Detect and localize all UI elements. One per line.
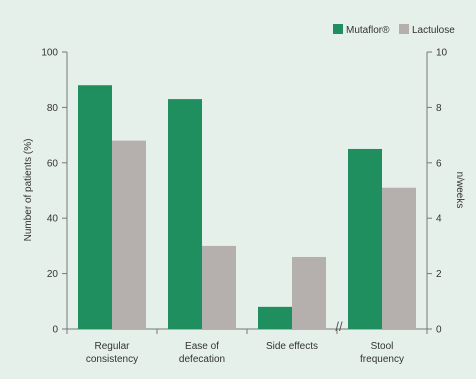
- x-category-label: Side effects: [266, 341, 318, 352]
- x-category-label-line: Side effects: [266, 341, 318, 352]
- bar-lactulose: [112, 140, 146, 329]
- y-left-tick-label: 60: [47, 158, 59, 169]
- y-right-tick-label: 2: [436, 269, 442, 280]
- axis-break-marker: //: [335, 319, 343, 334]
- y-axis-left-label: Number of patients (%): [23, 139, 34, 242]
- y-left-tick-label: 80: [47, 103, 59, 114]
- y-right-tick-label: 0: [436, 325, 442, 336]
- bar-mutaflor: [78, 85, 112, 330]
- x-category-label: Stool frequency: [360, 341, 404, 365]
- y-right-tick-label: 4: [436, 214, 442, 225]
- x-category-label: Ease of defecation: [179, 341, 225, 365]
- bar-lactulose: [202, 245, 236, 329]
- y-right-tick-label: 6: [436, 158, 442, 169]
- y-right-tick-label: 10: [436, 48, 448, 59]
- bars: [78, 85, 416, 330]
- y-axis-right-label: n/weeks: [454, 172, 465, 209]
- x-axis-labels: Regular consistency Ease of defecation Side …: [86, 341, 404, 365]
- y-left-tick-label: 0: [52, 325, 58, 336]
- y-right-tick-label: 8: [436, 103, 442, 114]
- legend-swatch-lactulose: [399, 24, 409, 34]
- x-category-label-line: defecation: [179, 354, 225, 365]
- bar-mutaflor: [258, 306, 292, 329]
- y-left-tick-label: 40: [47, 214, 59, 225]
- tick-labels: 0 20 40 60 80 100 0 2 4 6 8 10: [41, 48, 447, 336]
- legend-label-mutaflor: Mutaflor®: [346, 25, 390, 36]
- bar-mutaflor: [168, 99, 202, 329]
- y-left-tick-label: 100: [41, 48, 58, 59]
- y-left-tick-label: 20: [47, 269, 59, 280]
- x-category-label-line: Stool: [371, 341, 394, 352]
- bar-lactulose: [292, 256, 326, 329]
- legend-swatch-mutaflor: [333, 24, 343, 34]
- bar-mutaflor: [348, 148, 382, 329]
- bar-lactulose: [382, 187, 416, 329]
- x-category-label: Regular consistency: [86, 341, 138, 365]
- x-category-label-line: frequency: [360, 354, 404, 365]
- x-category-label-line: Regular: [94, 341, 130, 352]
- legend: Mutaflor® Lactulose: [333, 24, 455, 36]
- x-category-label-line: consistency: [86, 354, 138, 365]
- legend-label-lactulose: Lactulose: [412, 25, 455, 36]
- x-category-label-line: Ease of: [185, 341, 219, 352]
